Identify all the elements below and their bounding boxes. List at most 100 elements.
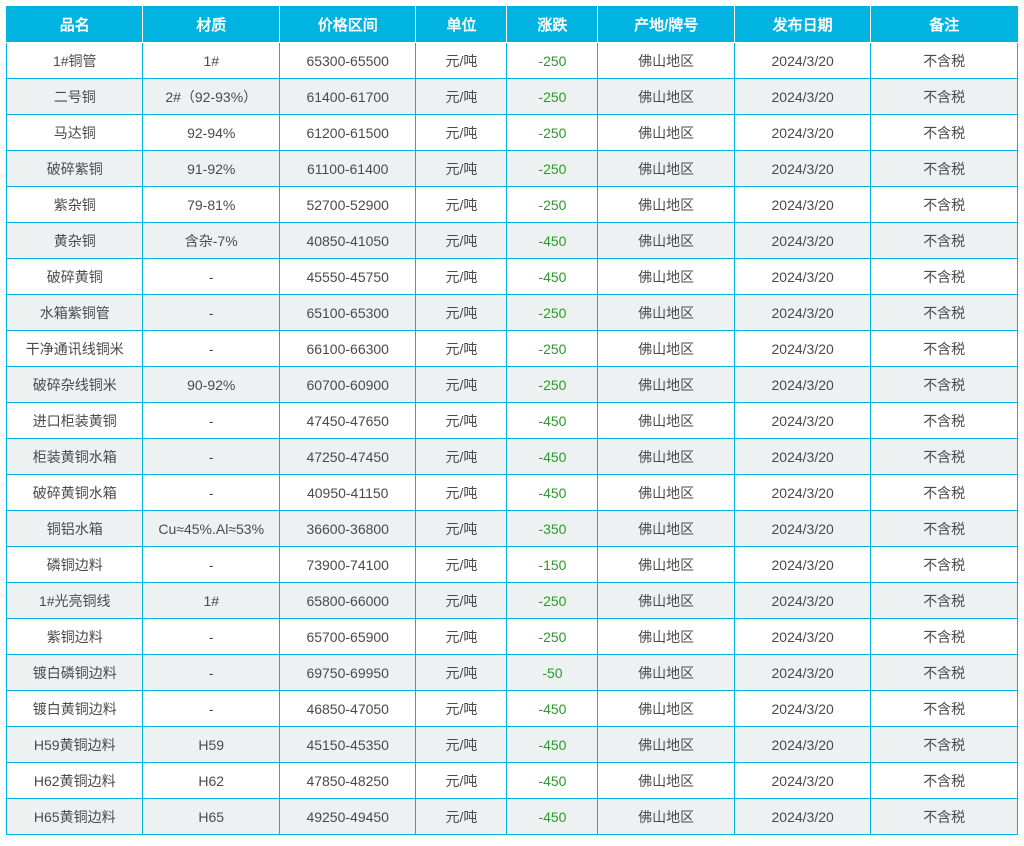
cell-name: 进口柜装黄铜 xyxy=(7,403,143,439)
cell-material: 90-92% xyxy=(143,367,279,403)
cell-unit: 元/吨 xyxy=(416,583,507,619)
cell-unit: 元/吨 xyxy=(416,331,507,367)
cell-date: 2024/3/20 xyxy=(734,115,870,151)
cell-material: - xyxy=(143,331,279,367)
cell-origin: 佛山地区 xyxy=(598,43,734,79)
cell-unit: 元/吨 xyxy=(416,403,507,439)
cell-date: 2024/3/20 xyxy=(734,691,870,727)
cell-unit: 元/吨 xyxy=(416,43,507,79)
cell-note: 不含税 xyxy=(871,403,1018,439)
cell-material: - xyxy=(143,475,279,511)
cell-price: 52700-52900 xyxy=(279,187,415,223)
cell-change: -250 xyxy=(507,619,598,655)
cell-origin: 佛山地区 xyxy=(598,583,734,619)
cell-note: 不含税 xyxy=(871,439,1018,475)
table-row: H59黄铜边料H5945150-45350元/吨-450佛山地区2024/3/2… xyxy=(7,727,1018,763)
cell-origin: 佛山地区 xyxy=(598,655,734,691)
col-header-name: 品名 xyxy=(7,7,143,43)
cell-material: - xyxy=(143,403,279,439)
cell-price: 65300-65500 xyxy=(279,43,415,79)
cell-date: 2024/3/20 xyxy=(734,799,870,835)
cell-material: - xyxy=(143,655,279,691)
cell-date: 2024/3/20 xyxy=(734,187,870,223)
cell-change: -450 xyxy=(507,259,598,295)
cell-date: 2024/3/20 xyxy=(734,259,870,295)
cell-material: 含杂-7% xyxy=(143,223,279,259)
cell-price: 47850-48250 xyxy=(279,763,415,799)
table-row: 破碎杂线铜米90-92%60700-60900元/吨-250佛山地区2024/3… xyxy=(7,367,1018,403)
col-header-change: 涨跌 xyxy=(507,7,598,43)
cell-note: 不含税 xyxy=(871,547,1018,583)
cell-price: 61100-61400 xyxy=(279,151,415,187)
col-header-unit: 单位 xyxy=(416,7,507,43)
cell-note: 不含税 xyxy=(871,79,1018,115)
cell-material: H62 xyxy=(143,763,279,799)
cell-unit: 元/吨 xyxy=(416,187,507,223)
cell-change: -250 xyxy=(507,295,598,331)
cell-note: 不含税 xyxy=(871,763,1018,799)
cell-name: 破碎杂线铜米 xyxy=(7,367,143,403)
cell-material: - xyxy=(143,619,279,655)
table-row: 黄杂铜含杂-7%40850-41050元/吨-450佛山地区2024/3/20不… xyxy=(7,223,1018,259)
cell-unit: 元/吨 xyxy=(416,727,507,763)
cell-note: 不含税 xyxy=(871,799,1018,835)
cell-change: -450 xyxy=(507,763,598,799)
cell-date: 2024/3/20 xyxy=(734,331,870,367)
cell-name: H65黄铜边料 xyxy=(7,799,143,835)
cell-name: 柜装黄铜水箱 xyxy=(7,439,143,475)
cell-material: H65 xyxy=(143,799,279,835)
cell-name: 铜铝水箱 xyxy=(7,511,143,547)
cell-note: 不含税 xyxy=(871,331,1018,367)
cell-change: -450 xyxy=(507,439,598,475)
cell-unit: 元/吨 xyxy=(416,295,507,331)
cell-origin: 佛山地区 xyxy=(598,439,734,475)
cell-price: 65800-66000 xyxy=(279,583,415,619)
table-row: 1#光亮铜线1#65800-66000元/吨-250佛山地区2024/3/20不… xyxy=(7,583,1018,619)
cell-unit: 元/吨 xyxy=(416,367,507,403)
cell-unit: 元/吨 xyxy=(416,259,507,295)
cell-unit: 元/吨 xyxy=(416,223,507,259)
table-row: 柜装黄铜水箱-47250-47450元/吨-450佛山地区2024/3/20不含… xyxy=(7,439,1018,475)
cell-price: 47450-47650 xyxy=(279,403,415,439)
cell-origin: 佛山地区 xyxy=(598,331,734,367)
cell-material: H59 xyxy=(143,727,279,763)
cell-change: -250 xyxy=(507,79,598,115)
cell-note: 不含税 xyxy=(871,583,1018,619)
cell-note: 不含税 xyxy=(871,115,1018,151)
cell-origin: 佛山地区 xyxy=(598,403,734,439)
col-header-material: 材质 xyxy=(143,7,279,43)
cell-price: 40950-41150 xyxy=(279,475,415,511)
cell-price: 65700-65900 xyxy=(279,619,415,655)
cell-change: -250 xyxy=(507,43,598,79)
table-row: 磷铜边料-73900-74100元/吨-150佛山地区2024/3/20不含税 xyxy=(7,547,1018,583)
cell-origin: 佛山地区 xyxy=(598,511,734,547)
cell-date: 2024/3/20 xyxy=(734,547,870,583)
cell-price: 46850-47050 xyxy=(279,691,415,727)
cell-origin: 佛山地区 xyxy=(598,367,734,403)
cell-price: 40850-41050 xyxy=(279,223,415,259)
col-header-price: 价格区间 xyxy=(279,7,415,43)
cell-date: 2024/3/20 xyxy=(734,367,870,403)
cell-change: -350 xyxy=(507,511,598,547)
cell-material: - xyxy=(143,547,279,583)
table-row: 干净通讯线铜米-66100-66300元/吨-250佛山地区2024/3/20不… xyxy=(7,331,1018,367)
cell-change: -50 xyxy=(507,655,598,691)
cell-origin: 佛山地区 xyxy=(598,259,734,295)
cell-origin: 佛山地区 xyxy=(598,187,734,223)
cell-name: 黄杂铜 xyxy=(7,223,143,259)
cell-note: 不含税 xyxy=(871,187,1018,223)
table-row: 马达铜92-94%61200-61500元/吨-250佛山地区2024/3/20… xyxy=(7,115,1018,151)
cell-date: 2024/3/20 xyxy=(734,727,870,763)
cell-unit: 元/吨 xyxy=(416,511,507,547)
table-row: 破碎紫铜91-92%61100-61400元/吨-250佛山地区2024/3/2… xyxy=(7,151,1018,187)
table-row: 水箱紫铜管-65100-65300元/吨-250佛山地区2024/3/20不含税 xyxy=(7,295,1018,331)
cell-date: 2024/3/20 xyxy=(734,763,870,799)
cell-price: 45150-45350 xyxy=(279,727,415,763)
cell-name: 二号铜 xyxy=(7,79,143,115)
cell-note: 不含税 xyxy=(871,259,1018,295)
table-row: 紫铜边料-65700-65900元/吨-250佛山地区2024/3/20不含税 xyxy=(7,619,1018,655)
cell-material: 2#（92-93%） xyxy=(143,79,279,115)
cell-material: 79-81% xyxy=(143,187,279,223)
cell-note: 不含税 xyxy=(871,655,1018,691)
cell-price: 66100-66300 xyxy=(279,331,415,367)
